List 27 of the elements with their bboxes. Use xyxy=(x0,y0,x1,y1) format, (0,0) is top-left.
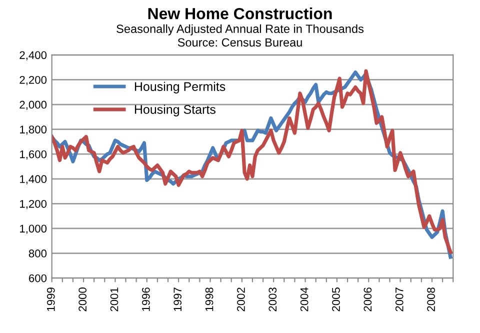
x-tick-label: 2003 xyxy=(268,288,277,312)
x-tick-label: 1996 xyxy=(142,288,150,311)
y-tick-label: 1,000 xyxy=(20,224,47,234)
x-tick-label: 1997 xyxy=(174,288,182,311)
x-tick-label: 2006 xyxy=(364,288,372,312)
x-tick-label: 2005 xyxy=(332,288,340,312)
y-tick-label: 1,400 xyxy=(20,175,47,184)
x-tick-label: 2004 xyxy=(300,287,308,312)
legend-label: Housing Permits xyxy=(134,82,226,94)
y-tick-label: 2,000 xyxy=(20,100,47,110)
y-tick-label: 2,400 xyxy=(20,51,47,60)
x-tick-label: 2008 xyxy=(427,288,435,312)
chart-title: New Home Construction xyxy=(148,8,332,20)
y-tick-label: 1,600 xyxy=(20,150,47,160)
chart-subtitle: Seasonally Adjusted Annual Rate in Thousands Source: Census Bureau xyxy=(116,24,364,47)
x-tick-label: 1999 xyxy=(46,288,55,311)
x-tick-label: 2002 xyxy=(237,288,245,312)
x-tick-label: 2007 xyxy=(395,288,404,312)
x-tick-label: 2001 xyxy=(110,288,118,312)
y-tick-label: 2,200 xyxy=(20,76,47,86)
y-tick-label: 600 xyxy=(29,274,47,282)
y-tick-label: 800 xyxy=(28,250,47,258)
legend-label: Housing Starts xyxy=(134,104,216,116)
y-tick-label: 1,200 xyxy=(20,200,47,210)
x-tick-label: 2000 xyxy=(78,288,87,312)
x-tick-label: 1998 xyxy=(205,288,214,311)
y-tick-label: 1,800 xyxy=(20,126,47,135)
